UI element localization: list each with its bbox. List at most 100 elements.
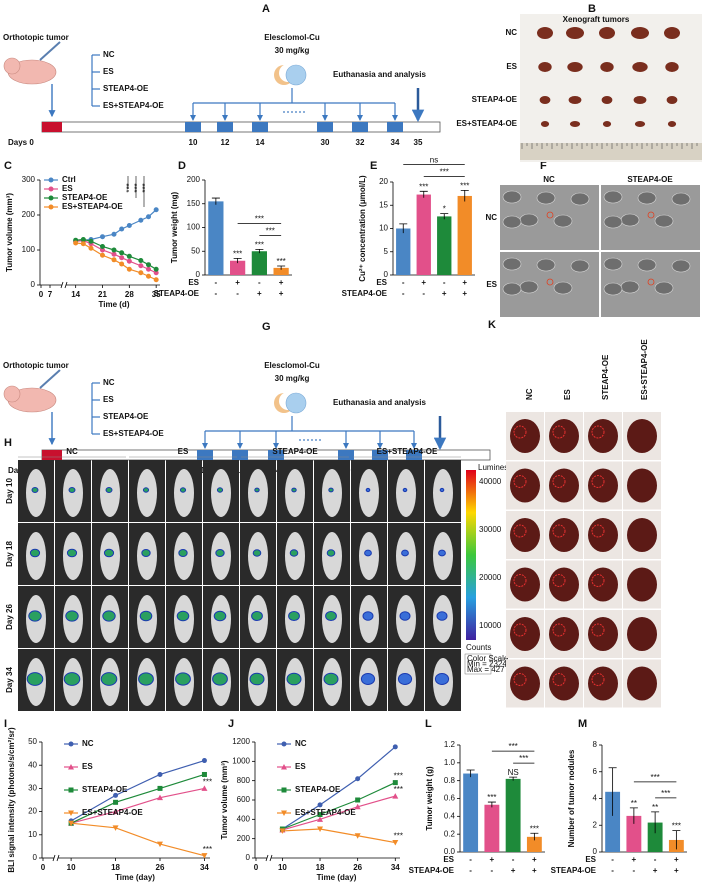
marker (157, 794, 163, 801)
marker (392, 780, 398, 786)
signal (68, 487, 76, 493)
axis-break (52, 854, 56, 862)
colorbar-title: Luminescence (478, 463, 530, 472)
nodule-mark (591, 475, 605, 488)
mitochondrion (519, 213, 539, 227)
significance: *** (487, 793, 496, 802)
x-tick-label: 10 (278, 863, 287, 872)
y-axis-label: Tumor weight (mg) (170, 191, 179, 263)
drug-label: Elesclomol-Cu (264, 361, 320, 370)
y-tick-label: 800 (237, 776, 251, 785)
marker (201, 771, 207, 777)
bracket-label: *** (661, 789, 670, 798)
factor-level: - (611, 855, 614, 864)
marker (119, 255, 125, 261)
bar (230, 260, 246, 275)
signal (212, 672, 228, 686)
tumor (664, 27, 680, 39)
signal (251, 611, 263, 621)
group-label: ES+STEAP4-OE (103, 101, 164, 110)
signal (31, 487, 39, 493)
bar (626, 815, 642, 852)
error-bar (530, 832, 539, 841)
marker (73, 240, 79, 246)
factor-level: - (611, 866, 614, 875)
significance: *** (255, 240, 264, 249)
y-tick-label: 1.2 (444, 740, 456, 749)
legend-label: NC (82, 739, 94, 748)
factor-level: + (674, 855, 679, 864)
error-bar (651, 811, 660, 834)
axis-break (269, 854, 273, 862)
mitochondrion (654, 281, 674, 295)
marker (100, 252, 105, 258)
signal (326, 549, 336, 557)
mouse-body (248, 469, 268, 517)
ellipsis-dot (311, 439, 313, 441)
dose-label: 30 mg/kg (275, 46, 310, 55)
factor-level: - (491, 866, 494, 875)
y-tick-label: 200 (22, 210, 36, 219)
row-label: Day 18 (5, 541, 14, 567)
factor-level: - (633, 866, 636, 875)
y-tick-label: 0 (33, 853, 38, 862)
colorbar-label: 30000 (479, 525, 502, 534)
signal (291, 487, 297, 493)
significance: *** (530, 824, 539, 833)
start-label: Days 0 (8, 138, 34, 147)
marker (281, 810, 287, 816)
row-label: STEAP4-OE (472, 95, 518, 104)
marker (157, 841, 163, 848)
marker (88, 245, 94, 251)
drug-icon (285, 392, 307, 414)
mitochondrion (620, 280, 640, 294)
signal (142, 487, 150, 493)
mitochondrion (671, 259, 691, 273)
factor-label: STEAP4-OE (551, 866, 597, 875)
tumor (666, 96, 678, 104)
liver (627, 518, 657, 552)
y-tick-label: 5 (384, 247, 389, 256)
day-label: 14 (272, 466, 281, 475)
mouse-head (3, 385, 21, 403)
y-tick-label: 400 (237, 814, 251, 823)
significance: *** (125, 183, 134, 192)
col-label: STEAP4-OE (627, 175, 673, 184)
marker (100, 244, 105, 249)
endpoint-label: Euthanasia and analysis (333, 398, 426, 407)
panel-label: E (370, 160, 377, 172)
marker (68, 764, 74, 770)
bar (647, 822, 663, 852)
bar (463, 773, 479, 852)
y-tick-label: 0.0 (444, 847, 456, 856)
syringe (39, 41, 61, 61)
series-line (70, 773, 205, 824)
signal (138, 672, 154, 686)
ellipsis-dot (315, 439, 317, 441)
nodule-mark (513, 524, 527, 538)
signal (102, 610, 116, 622)
nodule-mark (591, 574, 605, 587)
marker (201, 758, 207, 764)
x-tick-label: 26 (156, 863, 165, 872)
ellipsis-dot (307, 439, 309, 441)
ellipsis-dot (295, 111, 297, 113)
signal (401, 549, 409, 557)
group-label: ES (103, 67, 114, 76)
x-tick-label: 34 (200, 863, 209, 872)
series-line (70, 759, 205, 822)
panel-label: I (4, 718, 7, 730)
dose-box (268, 450, 284, 460)
panel-label: L (425, 718, 432, 730)
dose-box (317, 122, 333, 132)
marker (48, 177, 54, 183)
marker (354, 803, 361, 810)
nodule-mark (513, 623, 527, 637)
scale-box-text: Color Scale (467, 654, 509, 663)
significance: ** (631, 799, 637, 808)
highlight (546, 211, 554, 219)
photo-title: Xenograft tumors (563, 15, 630, 24)
nodule-mark (552, 623, 566, 637)
bracket-label: *** (519, 754, 528, 763)
series-line (282, 782, 396, 830)
